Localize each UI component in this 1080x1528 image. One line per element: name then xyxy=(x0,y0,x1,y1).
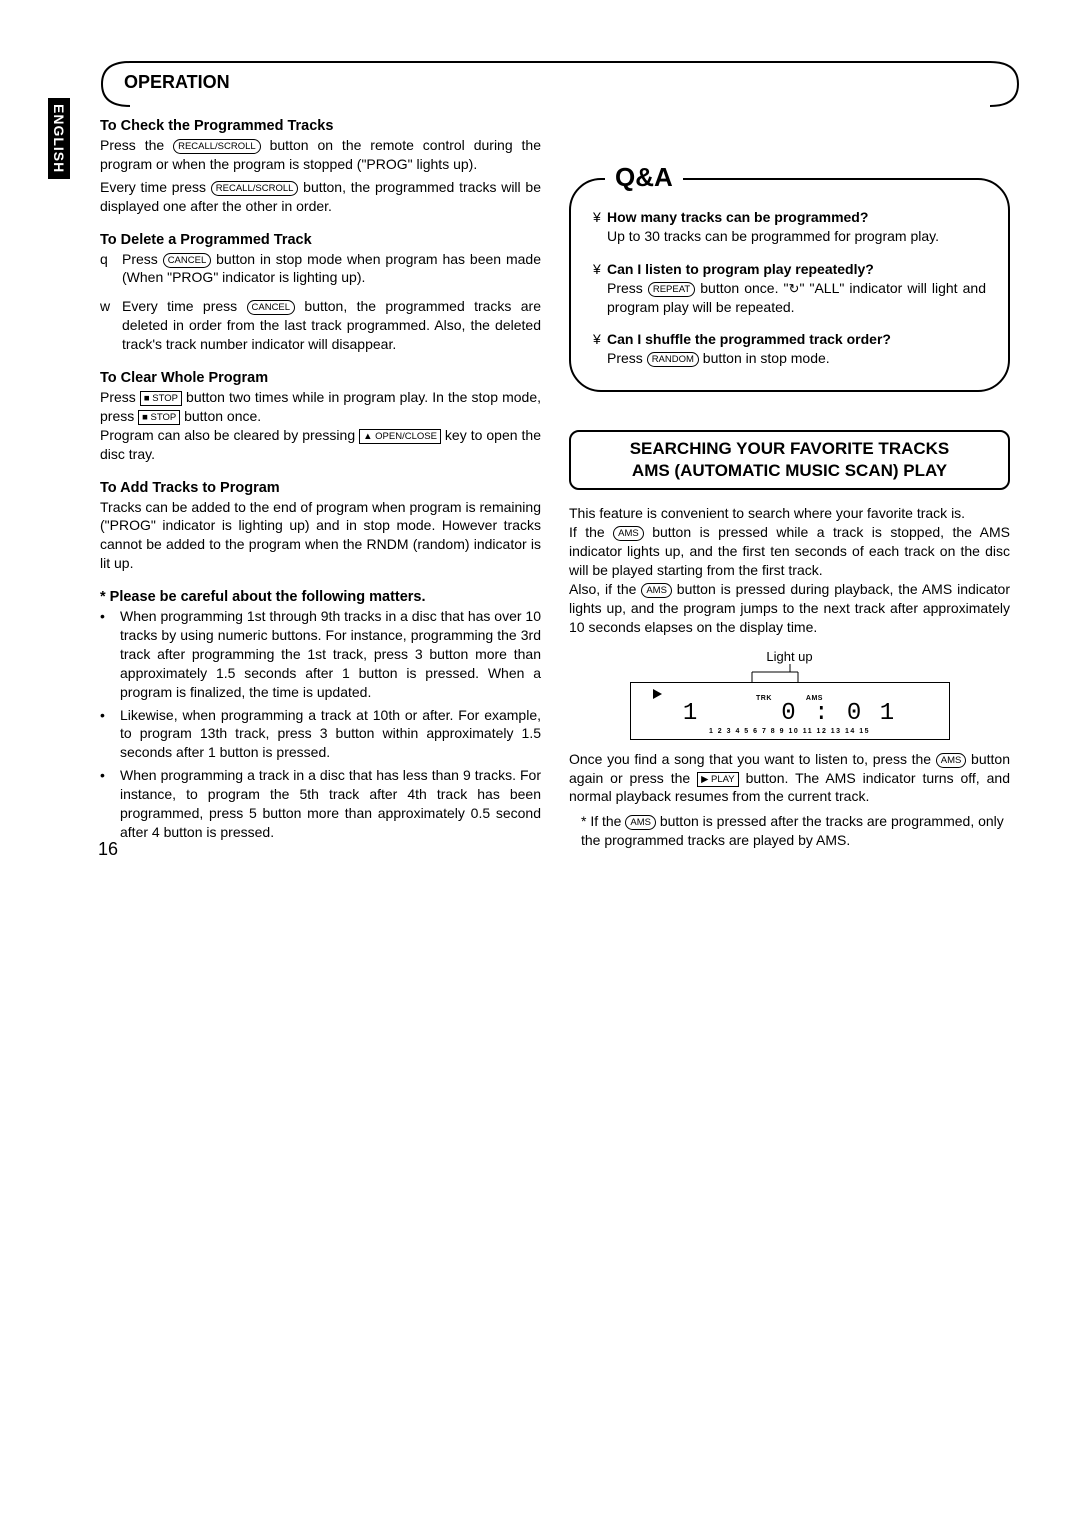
check-text-1: Press the RECALL/SCROLL button on the re… xyxy=(100,136,541,174)
delete-step-q: q Press CANCEL button in stop mode when … xyxy=(100,250,541,288)
cancel-button-label: CANCEL xyxy=(247,300,296,315)
play-button-label: ▶ PLAY xyxy=(697,772,739,787)
qa-item-1: ¥How many tracks can be programmed? Up t… xyxy=(593,208,986,246)
careful-bullet-1: •When programming 1st through 9th tracks… xyxy=(100,607,541,701)
ams-button-label: AMS xyxy=(641,583,672,598)
qa-box: Q&A ¥How many tracks can be programmed? … xyxy=(569,178,1010,392)
ams-button-label: AMS xyxy=(936,753,967,768)
ams-text-2: If the AMS button is pressed while a tra… xyxy=(569,523,1010,580)
ams-text-4: Once you find a song that you want to li… xyxy=(569,750,1010,807)
add-text: Tracks can be added to the end of progra… xyxy=(100,498,541,574)
lcd-track-number: 1 xyxy=(683,700,699,727)
careful-heading: * Please be careful about the following … xyxy=(100,589,541,605)
ams-footnote: * If the AMS button is pressed after the… xyxy=(569,812,1010,850)
random-button-label: RANDOM xyxy=(647,352,699,367)
check-heading: To Check the Programmed Tracks xyxy=(100,118,541,134)
ams-section-title: SEARCHING YOUR FAVORITE TRACKS AMS (AUTO… xyxy=(569,430,1010,490)
ams-button-label: AMS xyxy=(613,526,644,541)
ams-button-label: AMS xyxy=(625,815,656,830)
light-up-label: Light up xyxy=(630,649,950,664)
qa-item-3: ¥Can I shuffle the programmed track orde… xyxy=(593,330,986,368)
careful-bullet-2: •Likewise, when programming a track at 1… xyxy=(100,706,541,763)
operation-header: OPERATION xyxy=(100,60,1010,108)
ams-text-1: This feature is convenient to search whe… xyxy=(569,504,1010,523)
delete-step-w: w Every time press CANCEL button, the pr… xyxy=(100,297,541,354)
clear-text-2: Program can also be cleared by pressing … xyxy=(100,426,541,464)
clear-text-1: Press ■ STOP button two times while in p… xyxy=(100,388,541,426)
careful-bullet-3: •When programming a track in a disc that… xyxy=(100,766,541,842)
recall-scroll-button-label: RECALL/SCROLL xyxy=(173,139,261,154)
clear-heading: To Clear Whole Program xyxy=(100,370,541,386)
check-text-2: Every time press RECALL/SCROLL button, t… xyxy=(100,178,541,216)
stop-button-label: ■ STOP xyxy=(138,410,180,425)
lcd-display: Light up TRK AMS xyxy=(569,649,1010,740)
language-tab: ENGLISH xyxy=(48,98,70,179)
add-heading: To Add Tracks to Program xyxy=(100,480,541,496)
recall-scroll-button-label: RECALL/SCROLL xyxy=(211,181,299,196)
open-close-button-label: ▲ OPEN/CLOSE xyxy=(359,429,441,444)
stop-button-label: ■ STOP xyxy=(140,391,182,406)
lcd-track-index: 1 2 3 4 5 6 7 8 9 10 11 12 13 14 15 xyxy=(639,728,941,735)
repeat-button-label: REPEAT xyxy=(648,282,695,297)
repeat-icon: ↻ xyxy=(789,281,800,296)
ams-text-3: Also, if the AMS button is pressed durin… xyxy=(569,580,1010,637)
qa-item-2: ¥Can I listen to program play repeatedly… xyxy=(593,260,986,317)
play-icon xyxy=(653,689,662,699)
page-number: 16 xyxy=(98,839,118,860)
operation-title: OPERATION xyxy=(124,72,230,93)
delete-heading: To Delete a Programmed Track xyxy=(100,232,541,248)
cancel-button-label: CANCEL xyxy=(163,253,212,268)
lcd-time: 0 : 0 1 xyxy=(781,700,896,727)
qa-title: Q&A xyxy=(605,162,683,193)
